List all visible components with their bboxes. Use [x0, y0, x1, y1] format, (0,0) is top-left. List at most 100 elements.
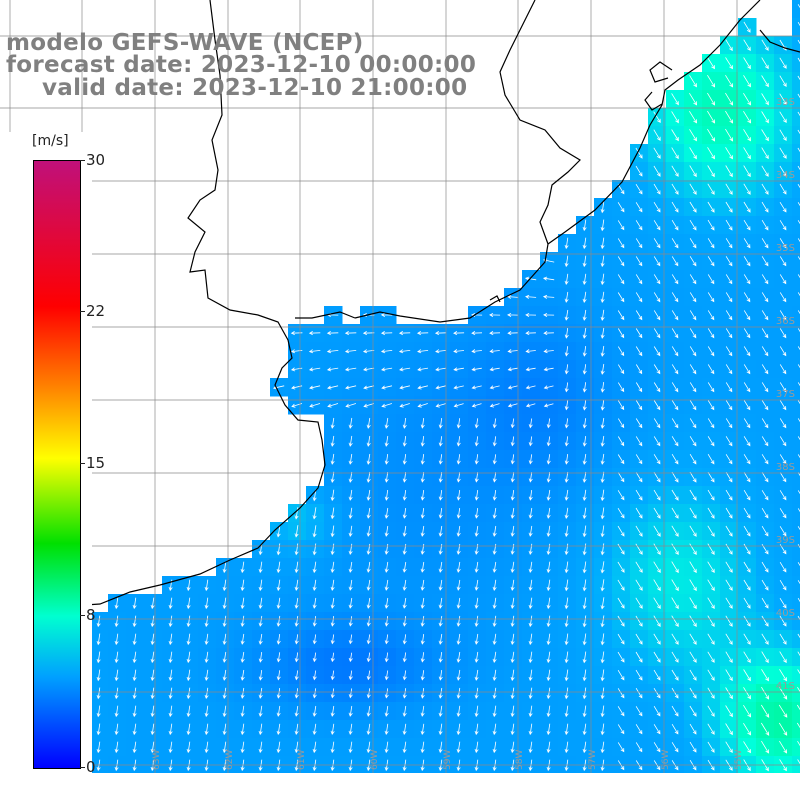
wind-arrow: [525, 367, 536, 372]
wind-arrow: [564, 687, 569, 700]
wind-arrow: [240, 633, 245, 645]
wind-arrow: [258, 652, 263, 663]
wind-arrow: [725, 201, 733, 213]
wind-arrow: [797, 364, 800, 369]
wind-arrow: [168, 705, 173, 718]
wind-arrow: [743, 147, 751, 160]
wind-arrow: [546, 651, 551, 664]
wind-arrow: [600, 525, 605, 538]
latitude-label: 39S: [776, 535, 795, 546]
wind-arrow: [438, 561, 443, 573]
wind-arrow: [689, 346, 697, 357]
wind-arrow: [617, 454, 625, 465]
wind-speed-cell: [792, 558, 800, 577]
wind-arrow: [492, 454, 497, 465]
wind-arrow: [453, 331, 465, 336]
wind-arrow: [635, 436, 643, 447]
wind-arrow: [309, 403, 321, 408]
wind-arrow: [617, 220, 625, 231]
wind-arrow: [761, 219, 769, 231]
wind-arrow: [725, 525, 733, 537]
wind-arrow: [366, 723, 371, 736]
wind-arrow: [186, 669, 191, 682]
wind-arrow: [543, 331, 554, 336]
wind-arrow: [402, 634, 407, 645]
wind-arrow: [546, 489, 551, 501]
wind-arrow: [348, 597, 353, 609]
wind-arrow: [725, 454, 733, 465]
wind-arrow: [489, 312, 501, 317]
wind-arrow: [725, 128, 734, 142]
wind-arrow: [582, 400, 587, 411]
longitude-label: 57W: [588, 750, 598, 770]
wind-arrow: [760, 722, 770, 736]
wind-arrow: [222, 615, 227, 628]
wind-arrow: [725, 561, 733, 573]
wind-arrow: [689, 201, 697, 213]
colorbar: [33, 160, 81, 769]
wind-arrow: [474, 525, 479, 537]
wind-arrow: [797, 633, 800, 639]
wind-arrow: [761, 201, 769, 213]
wind-arrow: [797, 57, 800, 63]
wind-arrow: [204, 597, 209, 610]
wind-arrow: [725, 615, 733, 627]
wind-arrow: [797, 436, 800, 441]
wind-arrow: [366, 616, 371, 627]
wind-arrow: [492, 543, 497, 555]
wind-arrow: [564, 705, 569, 718]
wind-arrow: [689, 723, 697, 735]
wind-arrow: [707, 364, 715, 375]
wind-arrow: [707, 507, 715, 519]
wind-arrow: [222, 705, 227, 718]
wind-arrow: [474, 615, 479, 628]
wind-arrow: [420, 508, 425, 519]
wind-arrow: [743, 633, 751, 645]
wind-arrow: [362, 331, 375, 336]
wind-arrow: [653, 256, 661, 267]
wind-arrow: [779, 561, 787, 573]
wind-arrow: [653, 238, 661, 249]
wind-arrow: [653, 489, 661, 501]
wind-arrow: [779, 310, 787, 321]
wind-arrow: [492, 525, 497, 537]
wind-arrow: [204, 687, 209, 700]
wind-arrow: [438, 652, 443, 663]
wind-arrow: [779, 129, 787, 142]
wind-arrow: [743, 201, 751, 213]
wind-arrow: [617, 400, 625, 411]
wind-arrow: [653, 687, 661, 699]
wind-arrow: [725, 705, 733, 718]
wind-arrow: [635, 147, 643, 159]
wind-arrow: [363, 367, 375, 372]
wind-arrow: [564, 255, 569, 268]
wind-arrow: [380, 349, 393, 354]
wind-arrow: [312, 634, 317, 645]
wind-arrow: [761, 669, 769, 682]
wind-arrow: [779, 274, 787, 285]
wind-arrow: [330, 688, 335, 699]
wind-arrow: [204, 669, 209, 682]
wind-arrow: [779, 597, 787, 609]
wind-arrow: [132, 615, 137, 628]
longitude-label: 56W: [661, 750, 671, 770]
wind-arrow: [420, 561, 425, 573]
wind-arrow: [348, 652, 353, 663]
wind-arrow: [707, 382, 715, 393]
wind-arrow: [366, 741, 371, 754]
wind-arrow: [796, 722, 800, 729]
wind-arrow: [402, 670, 407, 681]
wind-arrow: [689, 615, 697, 627]
wind-arrow: [348, 561, 353, 573]
wind-arrow: [294, 615, 299, 627]
wind-arrow: [653, 201, 661, 213]
wind-arrow: [743, 92, 752, 106]
wind-arrow: [761, 346, 769, 357]
wind-arrow: [653, 292, 661, 303]
wind-arrow: [797, 147, 800, 153]
wind-arrow: [402, 688, 407, 699]
wind-arrow: [510, 651, 515, 664]
wind-arrow: [564, 418, 569, 429]
wind-arrow: [635, 346, 643, 357]
wind-arrow: [471, 331, 483, 336]
